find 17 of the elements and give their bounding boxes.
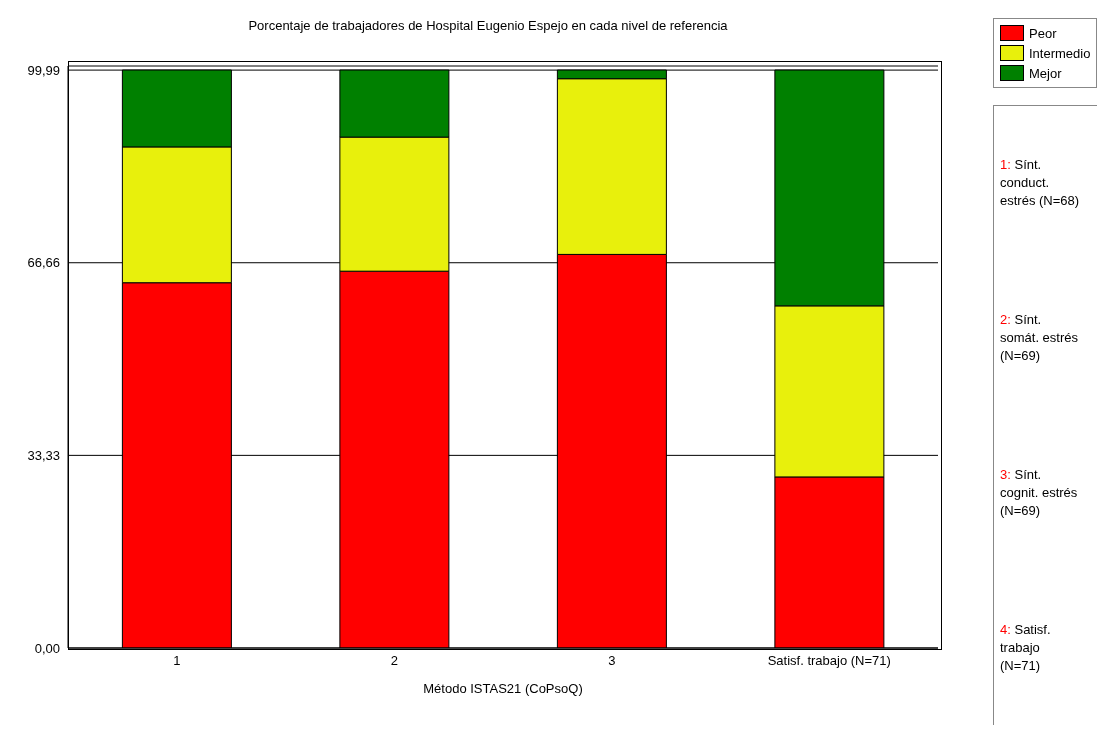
x-tick-label: Satisf. trabajo (N=71) bbox=[767, 653, 891, 669]
legend-label: Intermedio bbox=[1029, 45, 1091, 61]
x-axis-title: Método ISTAS21 (CoPsoQ) bbox=[423, 681, 583, 696]
x-tick-label: 2 bbox=[390, 653, 398, 669]
x-tick-label: 1 bbox=[173, 653, 181, 669]
y-tick-label: 99,99 bbox=[27, 62, 60, 78]
text: 3: Sínt. cognit. estrés (N=69) bbox=[1000, 465, 1079, 520]
y-tick-label: 33,33 bbox=[27, 447, 60, 463]
y-tick-label: 0,00 bbox=[34, 640, 60, 656]
text: 1: Sínt. conduct. estrés (N=68) bbox=[1000, 156, 1080, 211]
legend-label: Mejor bbox=[1029, 65, 1062, 81]
text: 2: Sínt. somát. estrés (N=69) bbox=[1000, 311, 1080, 366]
y-tick-label: 66,66 bbox=[27, 255, 60, 271]
x-tick-label: 3 bbox=[608, 653, 616, 669]
legend-label: Peor bbox=[1029, 25, 1057, 41]
text: 4: Satisf. trabajo (N=71) bbox=[1000, 620, 1052, 675]
chart-title: Porcentaje de trabajadores de Hospital Eugenio Espejo en cada nivel de referencia bbox=[247, 18, 729, 33]
